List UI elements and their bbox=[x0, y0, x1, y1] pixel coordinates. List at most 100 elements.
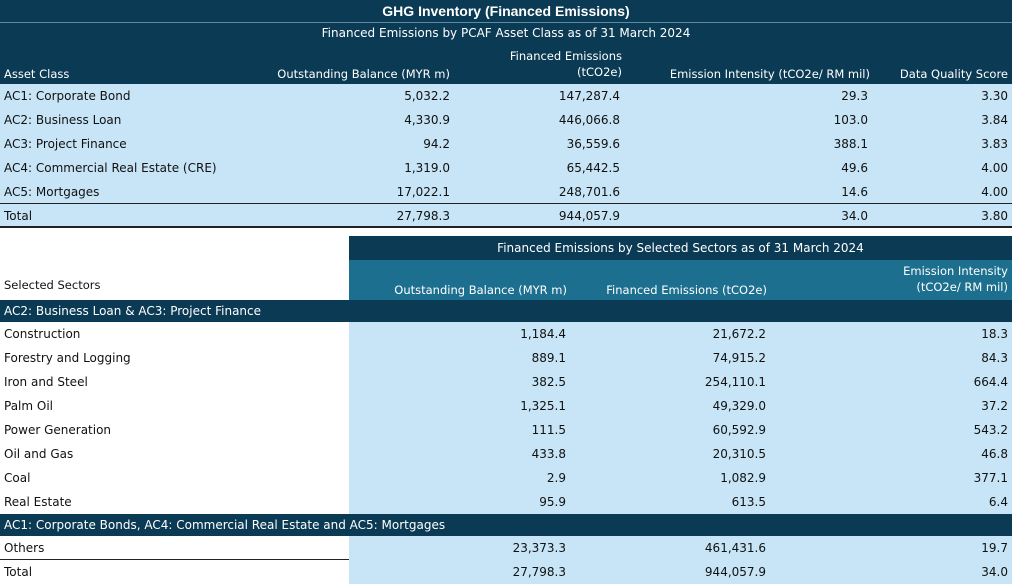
intensity-value: 29.3 bbox=[841, 89, 868, 103]
section-header-business-loan-project-finance: AC2: Business Loan & AC3: Project Financ… bbox=[0, 300, 1012, 322]
emissions-value: 1,082.9 bbox=[720, 471, 766, 485]
total-emissions: 944,057.9 bbox=[704, 565, 766, 579]
total-balance: 27,798.3 bbox=[512, 565, 566, 579]
header-emission-intensity-line1: Emission Intensity bbox=[903, 264, 1008, 278]
total-emissions: 944,057.9 bbox=[558, 209, 620, 223]
sector-row: Coal 2.9 1,082.9 377.1 bbox=[0, 466, 1012, 490]
asset-class-name: AC3: Project Finance bbox=[4, 137, 127, 151]
balance-value: 382.5 bbox=[531, 375, 566, 389]
intensity-value: 46.8 bbox=[981, 447, 1008, 461]
table2-header-row: Outstanding Balance (MYR m) Financed Emi… bbox=[349, 260, 1012, 300]
table1-row: AC1: Corporate Bond 5,032.2 147,287.4 29… bbox=[0, 84, 1012, 108]
emissions-value: 461,431.6 bbox=[704, 541, 766, 555]
intensity-value: 377.1 bbox=[973, 471, 1008, 485]
row-shading bbox=[349, 442, 1012, 466]
total-label: Total bbox=[4, 209, 33, 223]
table1-row: AC4: Commercial Real Estate (CRE) 1,319.… bbox=[0, 156, 1012, 180]
row-shading bbox=[349, 466, 1012, 490]
intensity-value: 19.7 bbox=[981, 541, 1008, 555]
page-title: GHG Inventory (Financed Emissions) bbox=[0, 0, 1012, 22]
sector-row: Forestry and Logging 889.1 74,915.2 84.3 bbox=[0, 346, 1012, 370]
section-header-corporate-bonds-cre-mortgages: AC1: Corporate Bonds, AC4: Commercial Re… bbox=[0, 514, 1012, 536]
row-shading bbox=[349, 536, 1012, 560]
table1-row: AC2: Business Loan 4,330.9 446,066.8 103… bbox=[0, 108, 1012, 132]
sector-row: Oil and Gas 433.8 20,310.5 46.8 bbox=[0, 442, 1012, 466]
balance-value: 95.9 bbox=[539, 495, 566, 509]
table1-caption: Financed Emissions by PCAF Asset Class a… bbox=[0, 22, 1012, 42]
row-shading bbox=[349, 490, 1012, 514]
total-data-quality: 3.80 bbox=[981, 209, 1008, 223]
data-quality-value: 3.30 bbox=[981, 89, 1008, 103]
intensity-value: 6.4 bbox=[988, 495, 1008, 509]
balance-value: 1,184.4 bbox=[520, 327, 566, 341]
others-row: Others 23,373.3 461,431.6 19.7 bbox=[0, 536, 1012, 560]
intensity-value: 543.2 bbox=[973, 423, 1008, 437]
sector-name: Power Generation bbox=[4, 423, 112, 437]
table1-header-row: Asset Class Outstanding Balance (MYR m) … bbox=[0, 42, 1012, 84]
emissions-value: 20,310.5 bbox=[712, 447, 766, 461]
header-outstanding-balance: Outstanding Balance (MYR m) bbox=[394, 283, 567, 297]
balance-value: 433.8 bbox=[531, 447, 566, 461]
intensity-value: 84.3 bbox=[981, 351, 1008, 365]
intensity-value: 103.0 bbox=[833, 113, 868, 127]
table2-caption: Financed Emissions by Selected Sectors a… bbox=[349, 236, 1012, 260]
balance-value: 889.1 bbox=[531, 351, 566, 365]
sector-name: Oil and Gas bbox=[4, 447, 74, 461]
intensity-value: 37.2 bbox=[981, 399, 1008, 413]
header-financed-emissions-line2: (tCO2e) bbox=[577, 65, 622, 79]
header-asset-class: Asset Class bbox=[4, 67, 70, 81]
row-shading bbox=[349, 560, 1012, 584]
emissions-value: 36,559.6 bbox=[566, 137, 620, 151]
total-balance: 27,798.3 bbox=[396, 209, 450, 223]
sector-name: Palm Oil bbox=[4, 399, 54, 413]
sector-row: Power Generation 111.5 60,592.9 543.2 bbox=[0, 418, 1012, 442]
balance-value: 111.5 bbox=[531, 423, 566, 437]
emissions-value: 446,066.8 bbox=[558, 113, 620, 127]
header-data-quality: Data Quality Score bbox=[899, 67, 1008, 81]
sector-name: Real Estate bbox=[4, 495, 72, 509]
intensity-value: 18.3 bbox=[981, 327, 1008, 341]
emissions-value: 60,592.9 bbox=[712, 423, 766, 437]
emissions-value: 65,442.5 bbox=[566, 161, 620, 175]
emissions-value: 49,329.0 bbox=[712, 399, 766, 413]
balance-value: 1,325.1 bbox=[520, 399, 566, 413]
emissions-value: 613.5 bbox=[731, 495, 766, 509]
header-financed-emissions: Financed Emissions (tCO2e) bbox=[460, 48, 622, 82]
intensity-value: 49.6 bbox=[841, 161, 868, 175]
sector-name: Forestry and Logging bbox=[4, 351, 131, 365]
sector-row: Construction 1,184.4 21,672.2 18.3 bbox=[0, 322, 1012, 346]
header-emission-intensity: Emission Intensity (tCO2e/ RM mil) bbox=[809, 263, 1008, 297]
header-financed-emissions: Financed Emissions (tCO2e) bbox=[606, 283, 767, 297]
balance-value: 5,032.2 bbox=[404, 89, 450, 103]
row-shading bbox=[349, 370, 1012, 394]
emissions-value: 254,110.1 bbox=[704, 375, 766, 389]
total-intensity: 34.0 bbox=[841, 209, 868, 223]
asset-class-name: AC4: Commercial Real Estate (CRE) bbox=[4, 161, 217, 175]
table1-row: AC5: Mortgages 17,022.1 248,701.6 14.6 4… bbox=[0, 180, 1012, 204]
intensity-value: 664.4 bbox=[973, 375, 1008, 389]
table1-total-row: Total 27,798.3 944,057.9 34.0 3.80 bbox=[0, 204, 1012, 228]
data-quality-value: 4.00 bbox=[981, 185, 1008, 199]
balance-value: 2.9 bbox=[546, 471, 566, 485]
balance-value: 23,373.3 bbox=[512, 541, 566, 555]
sector-row: Real Estate 95.9 613.5 6.4 bbox=[0, 490, 1012, 514]
total-label: Total bbox=[4, 565, 33, 579]
emissions-value: 21,672.2 bbox=[712, 327, 766, 341]
header-selected-sectors: Selected Sectors bbox=[4, 278, 101, 292]
data-quality-value: 4.00 bbox=[981, 161, 1008, 175]
intensity-value: 14.6 bbox=[841, 185, 868, 199]
sector-row: Iron and Steel 382.5 254,110.1 664.4 bbox=[0, 370, 1012, 394]
sector-name: Others bbox=[4, 541, 45, 555]
row-shading bbox=[349, 418, 1012, 442]
total-intensity: 34.0 bbox=[981, 565, 1008, 579]
asset-class-name: AC2: Business Loan bbox=[4, 113, 122, 127]
emissions-value: 74,915.2 bbox=[712, 351, 766, 365]
header-emission-intensity-line2: (tCO2e/ RM mil) bbox=[916, 280, 1008, 294]
sector-name: Construction bbox=[4, 327, 81, 341]
asset-class-name: AC1: Corporate Bond bbox=[4, 89, 131, 103]
header-financed-emissions-line1: Financed Emissions bbox=[509, 49, 622, 63]
balance-value: 1,319.0 bbox=[404, 161, 450, 175]
emissions-value: 248,701.6 bbox=[558, 185, 620, 199]
asset-class-name: AC5: Mortgages bbox=[4, 185, 100, 199]
